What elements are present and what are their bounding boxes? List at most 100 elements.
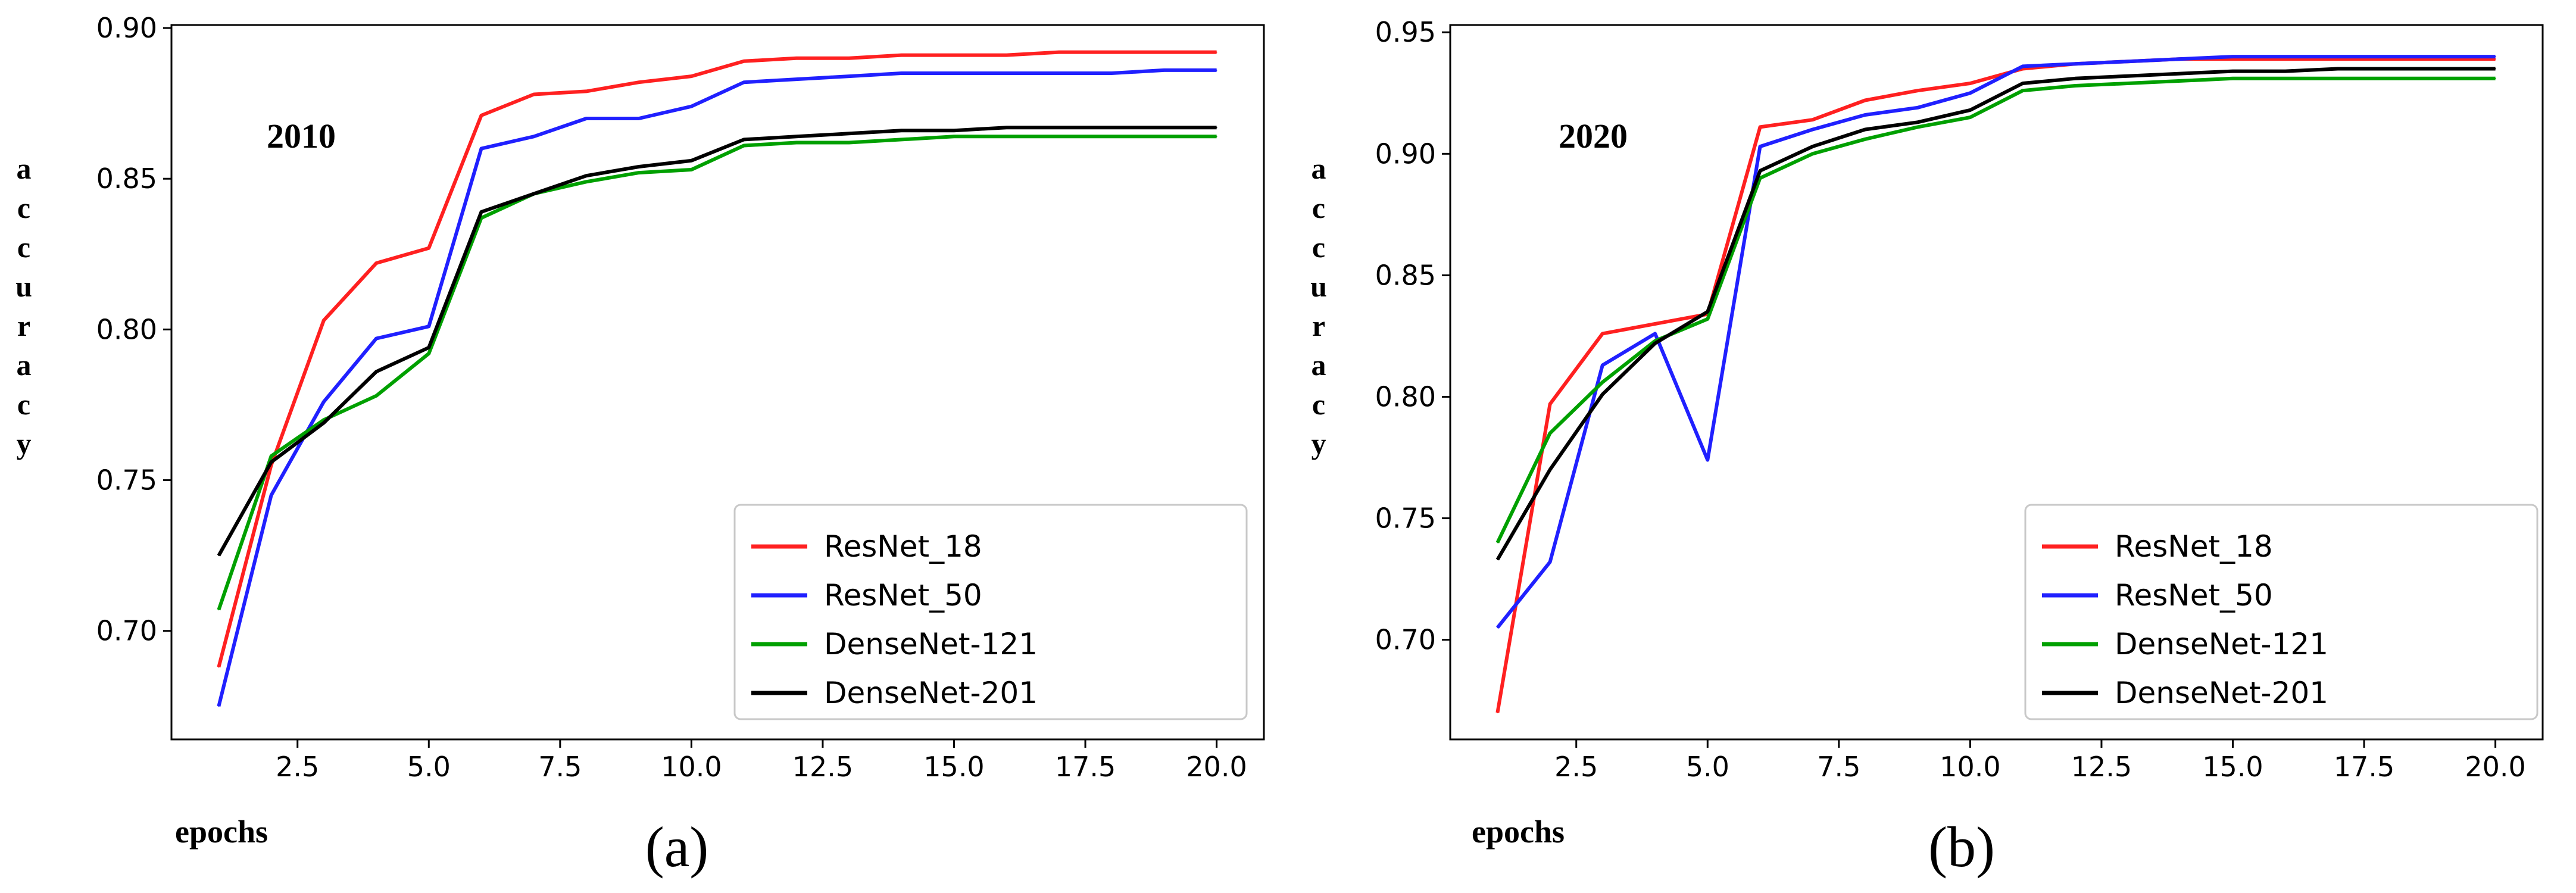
data-point [848, 142, 850, 143]
data-point [1917, 126, 1919, 128]
legend-items: ResNet_18 ResNet_50 DenseNet-121 DenseNet-2… [2042, 529, 2328, 710]
data-point [691, 76, 692, 77]
data-point [323, 320, 324, 321]
series-line-densenet-201 [1495, 67, 2496, 561]
data-point [428, 346, 430, 348]
data-point [585, 118, 587, 119]
series-line-resnet-50 [1496, 55, 2496, 629]
data-point [2442, 58, 2444, 60]
series-layer [217, 50, 1217, 707]
data-point [1707, 318, 1709, 320]
data-point [2232, 77, 2234, 79]
data-point [638, 166, 640, 167]
y-tick-label: 0.70 [1375, 624, 1436, 656]
data-point [480, 217, 482, 219]
data-point [2494, 68, 2496, 70]
data-point [743, 139, 745, 140]
chart-panel-a: 2.5 5.0 7.5 10.0 12.5 15.0 17.5 20.0 0.700.750.… [15, 12, 1265, 879]
data-point [2494, 77, 2496, 79]
data-point [2494, 56, 2496, 58]
data-point [1216, 127, 1217, 129]
data-point [2494, 58, 2496, 60]
data-point [2232, 58, 2234, 60]
data-point [638, 82, 640, 83]
data-point [2232, 70, 2234, 72]
data-point [1601, 333, 1603, 335]
data-point [2390, 77, 2391, 79]
panel-caption: (a) [645, 815, 709, 879]
data-point [795, 142, 797, 143]
x-tick-label: 15.0 [2202, 751, 2263, 783]
data-point [2390, 56, 2391, 58]
data-point [1759, 126, 1761, 128]
data-point [953, 73, 955, 74]
series-line-densenet-121 [1495, 76, 2496, 544]
data-point [1864, 99, 1866, 101]
data-point [691, 160, 692, 161]
data-point [376, 395, 377, 396]
data-point [1864, 114, 1866, 115]
y-axis-ticks: 0.70 0.75 0.80 0.85 0.90 [96, 12, 171, 647]
data-point [2232, 56, 2234, 58]
data-point [1812, 119, 1813, 121]
data-point [1601, 394, 1603, 395]
data-point [691, 105, 692, 107]
x-tick-label: 20.0 [2465, 751, 2525, 783]
data-point [1812, 153, 1813, 155]
x-tick-label: 10.0 [661, 751, 722, 783]
x-tick-label: 12.5 [792, 751, 853, 783]
data-point [1006, 136, 1007, 138]
y-tick-label: 0.80 [96, 313, 157, 345]
data-point [218, 609, 220, 611]
data-point [1969, 117, 1971, 118]
y-tick-label: 0.75 [1375, 502, 1436, 535]
data-point [218, 555, 220, 557]
data-point [795, 79, 797, 80]
data-point [2180, 58, 2181, 60]
data-point [428, 326, 430, 327]
x-tick-label: 17.5 [2334, 751, 2394, 783]
data-point [795, 136, 797, 138]
data-point [323, 422, 324, 424]
y-axis-ticks: 0.70 0.75 0.80 0.85 0.90 0.95 [1375, 16, 1450, 656]
data-point [218, 705, 220, 707]
x-axis-ticks: 2.5 5.0 7.5 10.0 12.5 15.0 17.5 20.0 [1554, 739, 2526, 783]
data-point [2074, 77, 2076, 79]
series-line-resnet-18 [217, 50, 1217, 668]
data-point [2337, 68, 2338, 70]
data-point [1058, 136, 1060, 138]
x-tick-label: 7.5 [538, 751, 582, 783]
legend-box [2024, 504, 2538, 720]
x-axis-label: epochs [175, 814, 268, 850]
data-point [2390, 68, 2391, 70]
x-axis-label: epochs [1472, 814, 1565, 850]
y-tick-label: 0.95 [1375, 16, 1436, 48]
y-tick-label: 0.75 [96, 464, 157, 497]
data-point [1759, 170, 1761, 171]
data-point [1812, 129, 1813, 130]
data-point [901, 73, 903, 74]
data-point [2127, 83, 2129, 84]
plot-frame [170, 24, 1265, 741]
data-point [1969, 92, 1971, 94]
data-point [376, 371, 377, 373]
data-point [2180, 73, 2181, 74]
x-tick-label: 10.0 [1940, 751, 2000, 783]
legend-box [733, 504, 1248, 720]
legend-label: DenseNet-201 [824, 676, 1038, 710]
data-point [848, 57, 850, 59]
data-point [1969, 83, 1971, 84]
x-tick-label: 2.5 [276, 751, 319, 783]
data-point [2074, 85, 2076, 86]
data-point [1058, 51, 1060, 53]
data-point [533, 93, 535, 95]
data-point [2442, 68, 2444, 70]
data-point [1969, 109, 1971, 111]
x-tick-label: 7.5 [1817, 751, 1860, 783]
y-tick-label: 0.90 [1375, 138, 1436, 170]
data-point [1707, 459, 1709, 461]
data-point [901, 54, 903, 56]
series-line-resnet-50 [217, 68, 1217, 707]
